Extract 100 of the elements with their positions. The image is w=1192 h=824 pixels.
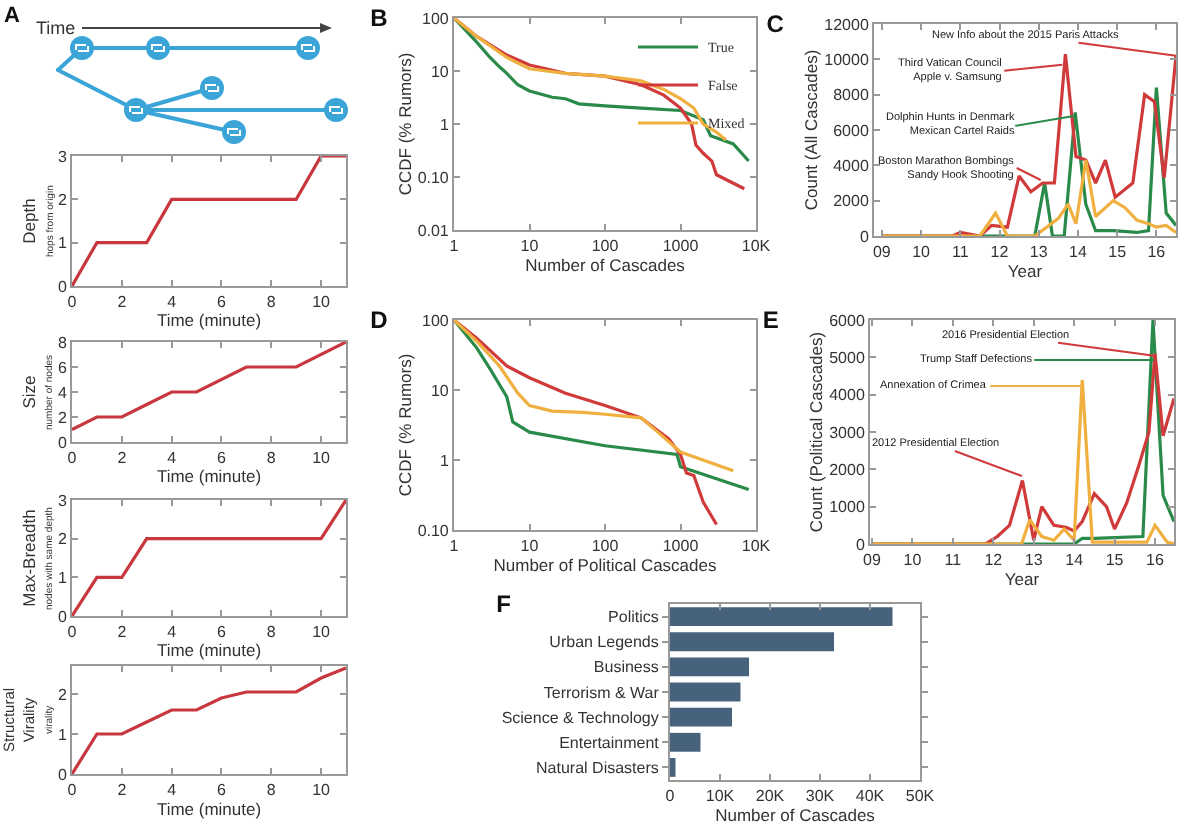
y-tick-label: 100	[422, 311, 450, 330]
x-tick-label: 4	[167, 293, 178, 312]
y-axis-title: Count (Political Cascades)	[806, 331, 827, 533]
y-axis-title: Max-Breadth	[18, 508, 39, 607]
y-tick-label: 8000	[833, 86, 870, 105]
bar	[670, 657, 749, 677]
x-tick-label: 40K	[855, 787, 886, 806]
y-tick-label: Business	[593, 658, 659, 677]
x-tick-label: 4	[167, 449, 178, 468]
x-tick-label: 2	[117, 781, 128, 800]
x-tick-label: 10	[312, 293, 332, 312]
y-tick-label: 10	[430, 62, 450, 81]
x-tick-label: 10	[520, 237, 540, 256]
x-tick-label: 13	[1024, 551, 1044, 570]
x-tick-label: 6	[217, 623, 228, 642]
y-axis-title: Depth	[18, 197, 39, 244]
y-tick-label: 1	[57, 568, 68, 587]
y-tick-label: 2000	[829, 460, 866, 479]
x-tick-label: 6	[217, 293, 228, 312]
bar	[670, 607, 893, 626]
y-tick-label: 3000	[829, 423, 866, 442]
line-series	[72, 342, 346, 432]
x-tick-label: 50K	[905, 787, 936, 806]
x-tick-label: 15	[1105, 551, 1125, 570]
line-series	[72, 156, 346, 286]
y-tick-label: Urban Legends	[549, 633, 659, 652]
x-axis-title: Number of Cascades	[525, 255, 685, 276]
x-axis-title: Number of Political Cascades	[493, 555, 717, 576]
x-tick-label: 8	[266, 293, 277, 312]
x-axis-title: Time (minute)	[156, 466, 262, 486]
y-axis-title: Size	[18, 374, 39, 409]
y-tick-label: 5000	[829, 348, 866, 367]
bar	[670, 732, 701, 752]
y-tick-label: 1000	[829, 498, 866, 517]
line-series	[72, 666, 346, 774]
x-tick-label: 8	[266, 449, 277, 468]
y-tick-label: Entertainment	[559, 733, 661, 752]
chart-title: B	[370, 4, 389, 33]
x-tick-label: 2	[117, 449, 128, 468]
x-tick-label: 30K	[805, 787, 836, 806]
bar	[670, 682, 741, 702]
line-series	[880, 158, 1176, 236]
x-tick-label: 12	[990, 243, 1010, 262]
x-tick-label: 16	[1147, 243, 1167, 262]
x-axis-title: Number of Cascades	[715, 805, 875, 824]
x-tick-label: 10K	[741, 237, 772, 256]
x-tick-label: 16	[1146, 551, 1165, 570]
x-tick-label: 10	[520, 537, 540, 556]
x-tick-label: 15	[1108, 243, 1128, 262]
y-tick-label: Natural Disasters	[536, 759, 659, 778]
y-tick-label: 6000	[829, 311, 866, 330]
y-tick-label: 2	[57, 685, 68, 704]
x-tick-label: 10K	[741, 537, 772, 556]
x-axis-title: Year	[1004, 569, 1040, 590]
y-tick-label: 2	[57, 408, 68, 427]
x-tick-label: 11	[944, 551, 963, 570]
x-tick-label: 2	[117, 293, 128, 312]
y-tick-label: 0.01	[417, 221, 450, 240]
x-tick-label: 10	[312, 623, 332, 642]
x-tick-label: 6	[217, 449, 228, 468]
x-tick-label: 4	[167, 623, 178, 642]
y-axis-title: CCDF (% Rumors)	[394, 353, 415, 497]
y-tick-label: 1	[439, 115, 450, 134]
x-tick-label: 14	[1065, 551, 1085, 570]
x-axis-title: Time (minute)	[156, 640, 262, 660]
y-tick-label: 0	[57, 607, 68, 626]
x-tick-label: 20K	[755, 787, 786, 806]
x-tick-label: 8	[266, 623, 277, 642]
chart-title: F	[496, 590, 511, 619]
x-tick-label: 1000	[662, 237, 700, 256]
y-tick-label: 6	[57, 358, 68, 377]
bar	[670, 758, 676, 777]
y-axis-title: CCDF (% Rumors)	[394, 52, 415, 196]
bar	[670, 632, 834, 652]
x-tick-label: 10	[903, 551, 923, 570]
x-axis-title: Time (minute)	[156, 799, 262, 820]
x-tick-label: 10	[312, 449, 332, 468]
x-tick-label: 4	[167, 781, 178, 800]
x-tick-label: 6	[217, 781, 228, 800]
y-tick-label: 6000	[833, 121, 870, 140]
y-tick-label: 2000	[833, 192, 870, 211]
chart-title: D	[370, 306, 389, 335]
y-tick-label: 0.10	[417, 521, 450, 540]
bar	[670, 707, 732, 727]
chart-title: C	[766, 10, 785, 39]
y-tick-label: 12000	[824, 15, 870, 34]
y-tick-label: 4000	[829, 386, 866, 405]
y-tick-label: 0	[57, 765, 68, 784]
y-tick-label: 10000	[824, 50, 870, 69]
y-tick-label: 0	[57, 277, 68, 296]
y-tick-label: Terrorism & War	[543, 683, 660, 702]
y-tick-label: 4000	[833, 156, 870, 175]
y-tick-label: 4	[57, 383, 68, 402]
y-tick-label: 8	[57, 333, 68, 352]
x-axis-title: Year	[1007, 261, 1043, 282]
x-tick-label: 10	[312, 781, 332, 800]
y-tick-label: 0	[57, 433, 68, 452]
x-tick-label: 09	[863, 551, 883, 570]
y-tick-label: 2	[57, 190, 68, 209]
y-tick-label: 0.10	[417, 168, 450, 187]
